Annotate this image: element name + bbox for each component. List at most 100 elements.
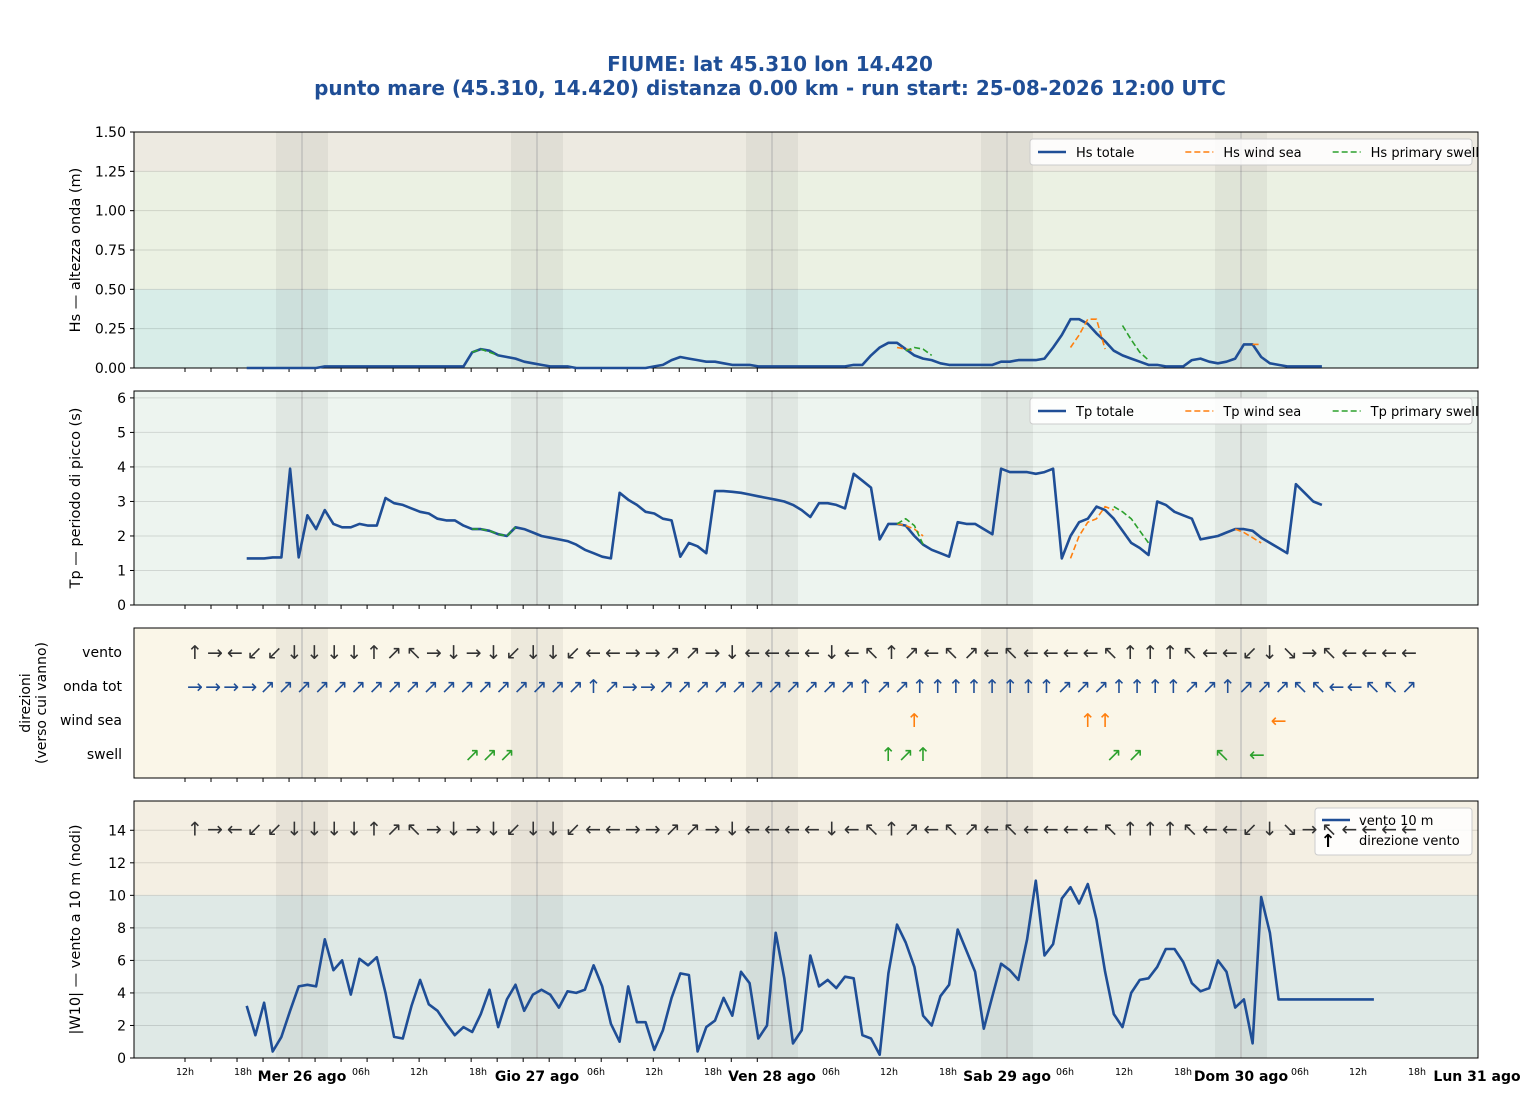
wind-direction-arrow: ←	[844, 818, 860, 840]
vento-arrow: ←	[764, 642, 780, 664]
onda-arrow: ↗	[1093, 676, 1109, 698]
onda-arrow: ↑	[1002, 676, 1018, 698]
wind-direction-arrow: ←	[1361, 818, 1377, 840]
band-0	[134, 289, 1478, 368]
onda-arrow: →	[640, 676, 656, 698]
wind-direction-arrow: ←	[585, 818, 601, 840]
onda-arrow: ↗	[749, 676, 765, 698]
onda-arrow: ↗	[1238, 676, 1254, 698]
wind-direction-arrow: ↙	[1242, 818, 1258, 840]
onda-arrow: ↗	[713, 676, 729, 698]
wind-direction-arrow: ↙	[565, 818, 581, 840]
legend-tp: Tp totale Tp wind sea Tp primary swell	[1029, 397, 1479, 425]
wind-direction-arrow: ←	[744, 818, 760, 840]
onda-arrow: ←	[1347, 676, 1363, 698]
legend-label: direzione vento	[1359, 834, 1460, 849]
onda-arrow: ↗	[785, 676, 801, 698]
wind-direction-arrow: ↓	[346, 818, 362, 840]
wind-direction-arrow: ←	[1083, 818, 1099, 840]
y-tick-label: 4	[117, 460, 126, 476]
x-day-label: Mer 26 ago	[258, 1069, 347, 1085]
swell-arrow: ↗	[1106, 744, 1122, 766]
vento-arrow: ←	[585, 642, 601, 664]
wind-direction-arrow: ↓	[486, 818, 502, 840]
wind-direction-arrow: →	[466, 818, 482, 840]
onda-arrow: ↗	[549, 676, 565, 698]
onda-arrow: ↑	[1039, 676, 1055, 698]
onda-arrow: ↗	[803, 676, 819, 698]
onda-arrow: ↖	[1383, 676, 1399, 698]
x-hour-label: 18h	[234, 1067, 252, 1078]
onda-arrow: ↗	[513, 676, 529, 698]
wind-direction-arrow: ↗	[903, 818, 919, 840]
onda-arrow: ↑	[1220, 676, 1236, 698]
onda-arrow: ↗	[386, 676, 402, 698]
legend-box	[1314, 807, 1473, 856]
swell-arrow: ↑	[880, 744, 896, 766]
wind-direction-arrow: →	[704, 818, 720, 840]
series-line-3	[1121, 325, 1150, 361]
series-line-2	[1069, 505, 1115, 559]
wind-direction-arrow: ←	[1023, 818, 1039, 840]
wind-direction-arrow: ↗	[665, 818, 681, 840]
onda-arrow: ↗	[260, 676, 276, 698]
band-0	[134, 628, 1478, 778]
vento-arrow: ←	[784, 642, 800, 664]
vento-arrow: ↑	[1142, 642, 1158, 664]
y-tick-label: 0.75	[95, 243, 126, 259]
wind-direction-arrow: ↙	[247, 818, 263, 840]
onda-arrow: ↑	[930, 676, 946, 698]
vento-arrow: ↖	[864, 642, 880, 664]
panel-3: vento onda tot wind sea swell direzioni (vers…	[18, 627, 1479, 782]
x-day-label: Ven 28 ago	[728, 1069, 816, 1085]
wind-direction-arrow: ←	[1063, 818, 1079, 840]
vento-arrow: ←	[1401, 642, 1417, 664]
vento-arrow: ←	[1381, 642, 1397, 664]
legend-box	[1029, 397, 1473, 425]
y-tick-label: 5	[117, 425, 126, 441]
vento-arrow: →	[645, 642, 661, 664]
y-tick-label: 6	[117, 391, 126, 407]
onda-arrow: ↗	[1256, 676, 1272, 698]
vento-arrow: ↗	[685, 642, 701, 664]
vento-arrow: ↓	[724, 642, 740, 664]
onda-arrow: ↗	[658, 676, 674, 698]
vento-arrow: ↗	[903, 642, 919, 664]
onda-arrow: ↗	[278, 676, 294, 698]
x-hour-label: 06h	[587, 1067, 605, 1078]
vento-arrow: ↙	[267, 642, 283, 664]
vento-arrow: ↗	[963, 642, 979, 664]
panel-frame	[133, 390, 1479, 606]
swell-arrow: ←	[1249, 744, 1265, 766]
swell-arrow: ↖	[1214, 744, 1230, 766]
onda-arrow: ↗	[459, 676, 475, 698]
onda-arrow: ↗	[676, 676, 692, 698]
wind-sea-arrow: ↑	[1097, 710, 1113, 732]
onda-arrow: ↗	[876, 676, 892, 698]
wind-direction-arrow: ↖	[1003, 818, 1019, 840]
vento-arrow: ↑	[884, 642, 900, 664]
vento-arrow: ↓	[306, 642, 322, 664]
vento-arrow: ←	[1202, 642, 1218, 664]
wind-direction-arrow: ↖	[1103, 818, 1119, 840]
y-axis-label-dir: direzioni	[18, 673, 34, 732]
wind-direction-arrow: ←	[1341, 818, 1357, 840]
swell-arrow: ↗	[898, 744, 914, 766]
vento-arrow: ↙	[1242, 642, 1258, 664]
chart-title: FIUME: lat 45.310 lon 14.420	[607, 52, 933, 76]
swell-arrow: ↗	[464, 744, 480, 766]
series-line-1	[246, 467, 1323, 560]
onda-arrow: ↗	[423, 676, 439, 698]
wind-direction-arrow: ←	[983, 818, 999, 840]
onda-arrow: ↗	[1401, 676, 1417, 698]
onda-arrow: ↖	[1310, 676, 1326, 698]
vento-arrow: ↖	[1103, 642, 1119, 664]
wind-direction-arrow: ↓	[1262, 818, 1278, 840]
onda-arrow: ↗	[296, 676, 312, 698]
vento-arrow: ↑	[1162, 642, 1178, 664]
onda-arrow: ↖	[1292, 676, 1308, 698]
y-tick-label: 8	[117, 921, 126, 937]
onda-arrow: ↗	[1202, 676, 1218, 698]
series-line-1	[245, 879, 1374, 1056]
wind-direction-arrow: ↖	[943, 818, 959, 840]
